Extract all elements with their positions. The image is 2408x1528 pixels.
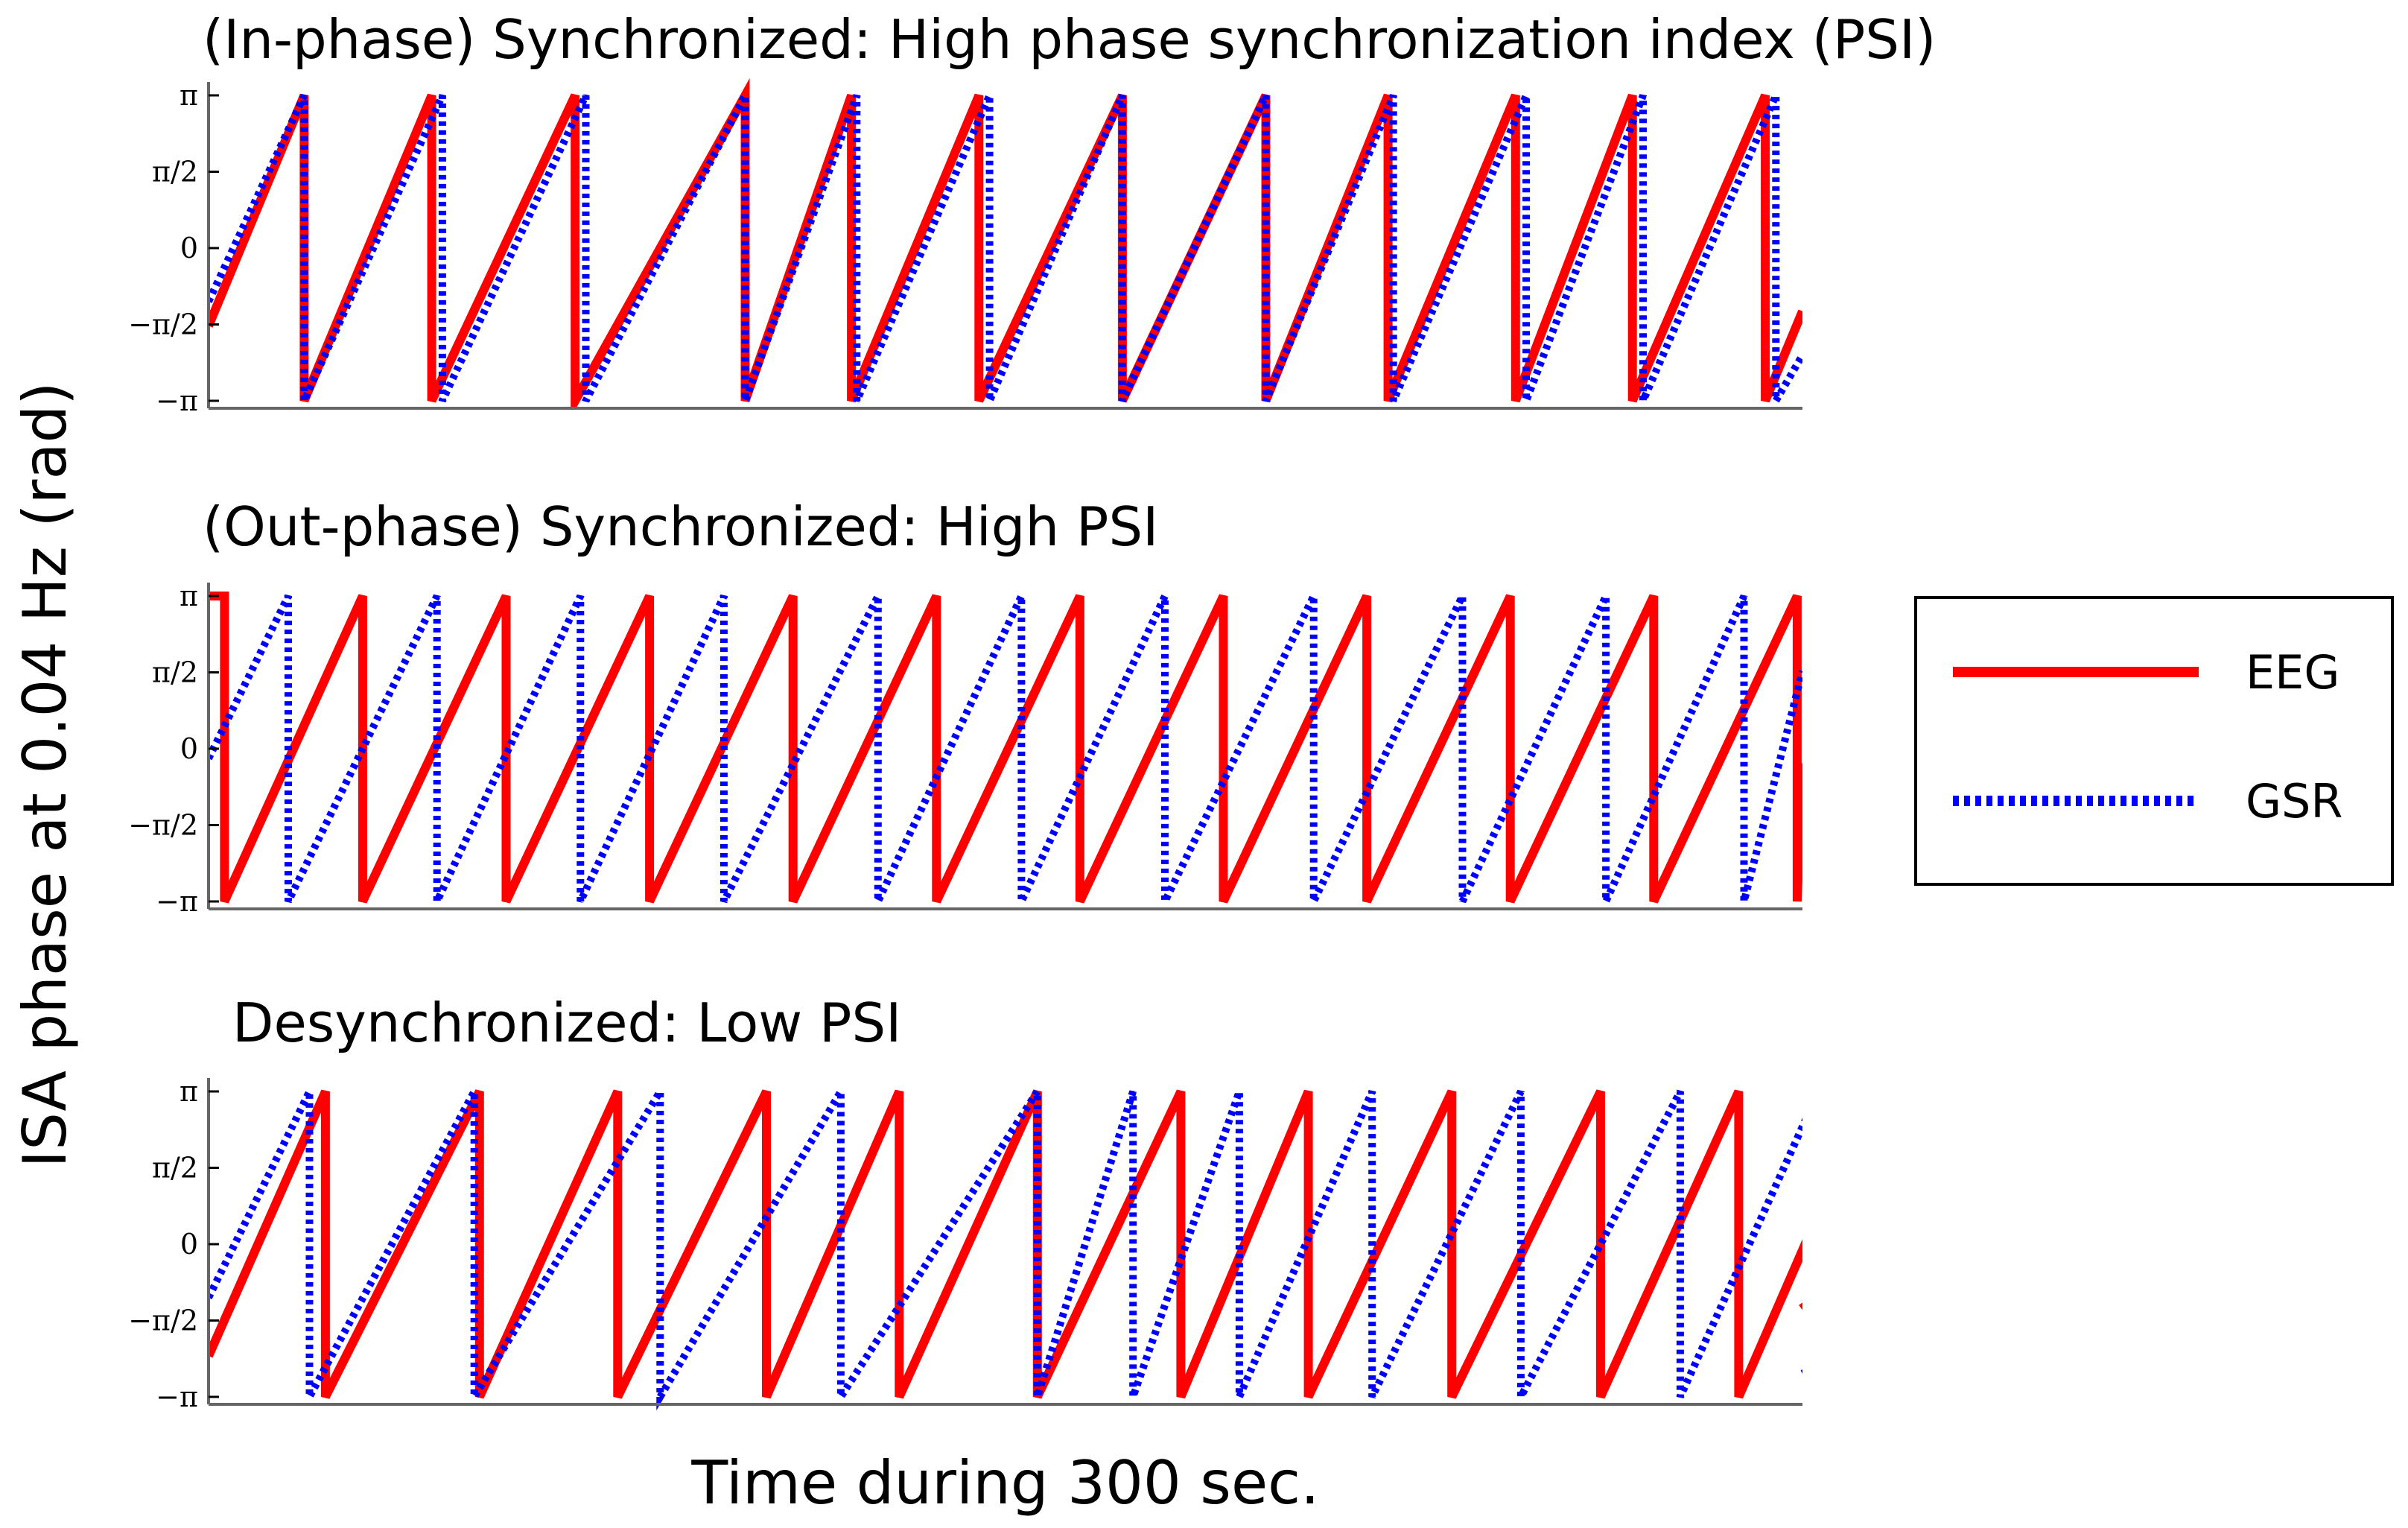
panel-2-axes: −π −π/2 0 π/2 π [128,1075,1802,1413]
panel-0-y-tick-label: −π/2 [128,308,198,341]
panel-2-title: Desynchronized: Low PSI [232,992,901,1054]
panel-0-y-tick-label: −π [156,384,198,417]
panel-2-gsr-line [209,1077,1802,1411]
panel-1-axes: −π −π/2 0 π/2 π [128,580,1802,918]
x-axis-label: Time during 300 sec. [690,1448,1319,1518]
panel-1-y-tick-label: −π/2 [128,809,198,842]
panel-1-y-tick-label: −π [156,885,198,918]
y-axis-label: ISA phase at 0.04 Hz (rad) [10,382,80,1168]
panel-1-title: (Out-phase) Synchronized: High PSI [203,495,1158,558]
panel-1-y-tick-label: π/2 [152,656,198,689]
legend: EEG GSR [1914,596,2394,886]
panel-0-y-tick-label: π/2 [152,156,198,188]
legend-box [1914,596,2394,886]
panel-2-y-tick-label: −π/2 [128,1304,198,1337]
panel-2-y-tick-label: −π [156,1380,198,1413]
panel-1-y-tick-label: 0 [180,732,198,765]
panel-0-y-tick-label: 0 [180,232,198,264]
panel-2-y-tick-label: π/2 [152,1152,198,1185]
panel-0-axes: −π −π/2 0 π/2 π [128,77,1802,417]
panel-2-y-tick-label: π [180,1075,198,1108]
legend-gsr-label: GSR [2246,774,2342,828]
legend-eeg-label: EEG [2246,645,2339,700]
panel-2-eeg-line [209,1089,1802,1399]
panel-2-y-tick-label: 0 [180,1228,198,1261]
panel-1-eeg-line [209,592,1802,904]
panel-0-title: (In-phase) Synchronized: High phase sync… [203,8,1936,71]
panel-1-gsr-line [209,594,1802,904]
panel-0-eeg-line [209,77,1802,410]
panel-1-y-tick-label: π [180,580,198,612]
panel-0-gsr-line [209,93,1802,410]
panel-0-y-tick-label: π [180,79,198,112]
